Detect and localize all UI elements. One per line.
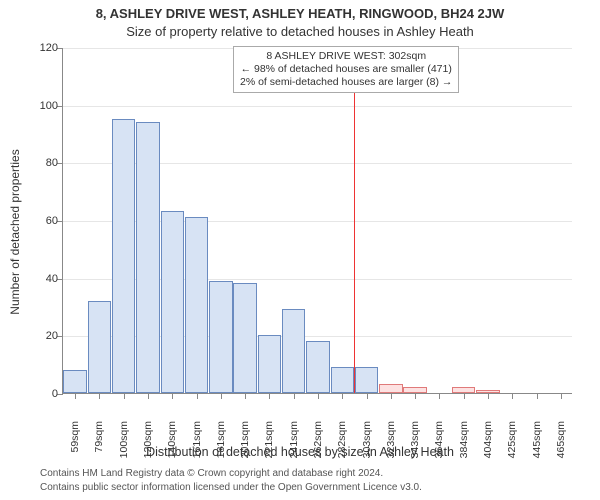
histogram-bar [209, 281, 232, 393]
x-tick [561, 393, 562, 399]
annotation-line-1: 8 ASHLEY DRIVE WEST: 302sqm [240, 50, 452, 63]
y-tick-label: 100 [28, 100, 58, 112]
histogram-bar [306, 341, 329, 393]
x-tick [294, 393, 295, 399]
histogram-bar [355, 367, 378, 393]
x-tick [99, 393, 100, 399]
histogram-bar [136, 122, 159, 393]
x-tick [439, 393, 440, 399]
y-tick-label: 40 [28, 273, 58, 285]
histogram-bar [63, 370, 86, 393]
y-tick-label: 20 [28, 330, 58, 342]
reference-line [354, 48, 355, 393]
footnote-line-2: Contains public sector information licen… [40, 482, 422, 493]
y-tick-label: 60 [28, 215, 58, 227]
annotation-line-2: ← 98% of detached houses are smaller (47… [240, 63, 452, 76]
histogram-bar [161, 211, 184, 393]
x-tick [318, 393, 319, 399]
x-tick [415, 393, 416, 399]
chart-title: 8, ASHLEY DRIVE WEST, ASHLEY HEATH, RING… [0, 6, 600, 21]
x-tick [75, 393, 76, 399]
histogram-bar [88, 301, 111, 393]
x-tick [148, 393, 149, 399]
x-tick [124, 393, 125, 399]
x-tick [197, 393, 198, 399]
y-axis-label: Number of detached properties [8, 82, 22, 382]
annotation-box: 8 ASHLEY DRIVE WEST: 302sqm← 98% of deta… [233, 46, 459, 93]
x-tick [512, 393, 513, 399]
x-tick [172, 393, 173, 399]
x-tick [269, 393, 270, 399]
x-tick [464, 393, 465, 399]
histogram-bar [379, 384, 402, 393]
histogram-bar [258, 335, 281, 393]
histogram-bar [112, 119, 135, 393]
histogram-bar [185, 217, 208, 393]
y-tick-label: 0 [28, 388, 58, 400]
histogram-bar [331, 367, 354, 393]
y-tick-label: 80 [28, 157, 58, 169]
x-axis-label: Distribution of detached houses by size … [0, 445, 600, 459]
histogram-bar [233, 283, 256, 393]
annotation-line-3: 2% of semi-detached houses are larger (8… [240, 76, 452, 89]
histogram-bar [282, 309, 305, 393]
x-tick [245, 393, 246, 399]
x-tick [391, 393, 392, 399]
histogram-chart: 8, ASHLEY DRIVE WEST, ASHLEY HEATH, RING… [0, 0, 600, 500]
x-tick [488, 393, 489, 399]
x-tick [342, 393, 343, 399]
gridline [63, 106, 572, 107]
y-tick-label: 120 [28, 42, 58, 54]
x-tick [221, 393, 222, 399]
footnote-line-1: Contains HM Land Registry data © Crown c… [40, 468, 383, 479]
x-tick [537, 393, 538, 399]
x-tick [367, 393, 368, 399]
plot-area: 02040608010012059sqm79sqm100sqm120sqm140… [62, 48, 572, 394]
chart-subtitle: Size of property relative to detached ho… [0, 24, 600, 39]
